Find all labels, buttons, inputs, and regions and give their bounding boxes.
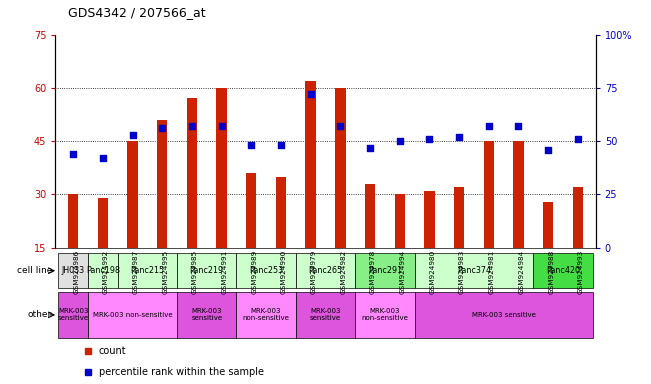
Text: JH033: JH033 — [62, 266, 85, 275]
Point — [246, 142, 256, 149]
Bar — [157, 120, 167, 248]
Bar — [573, 187, 583, 248]
Bar — [177, 292, 236, 338]
Point — [335, 123, 346, 129]
Bar — [454, 187, 464, 248]
Bar — [98, 198, 108, 248]
Bar — [59, 253, 88, 288]
Text: GSM924981: GSM924981 — [489, 250, 495, 294]
Bar — [484, 141, 494, 248]
Text: GSM924988: GSM924988 — [548, 250, 554, 294]
Text: GSM924990: GSM924990 — [281, 250, 287, 294]
Bar — [246, 173, 256, 248]
Text: GSM924991: GSM924991 — [221, 250, 228, 294]
Bar — [355, 292, 415, 338]
Point — [276, 142, 286, 149]
Text: GSM924987: GSM924987 — [133, 250, 139, 294]
Text: GSM924986: GSM924986 — [73, 250, 79, 294]
Bar — [513, 141, 523, 248]
Bar — [415, 292, 592, 338]
Bar — [276, 177, 286, 248]
Text: Panc219: Panc219 — [189, 266, 224, 275]
Point — [157, 125, 167, 131]
Text: MRK-003 non-sensitive: MRK-003 non-sensitive — [92, 312, 173, 318]
Point — [98, 155, 108, 161]
Text: GDS4342 / 207566_at: GDS4342 / 207566_at — [68, 6, 206, 19]
Text: GSM924985: GSM924985 — [192, 250, 198, 294]
Bar — [305, 81, 316, 248]
Text: Panc198: Panc198 — [86, 266, 120, 275]
Point — [216, 123, 227, 129]
Bar — [128, 141, 138, 248]
Text: Panc215: Panc215 — [130, 266, 165, 275]
Bar — [88, 253, 118, 288]
Bar — [216, 88, 227, 248]
Point — [395, 138, 405, 144]
Bar — [236, 292, 296, 338]
Bar — [296, 253, 355, 288]
Bar — [365, 184, 375, 248]
Point — [454, 134, 464, 140]
Text: GSM924978: GSM924978 — [370, 250, 376, 294]
Bar — [296, 292, 355, 338]
Bar — [424, 191, 435, 248]
Bar — [68, 194, 78, 248]
Bar — [355, 253, 415, 288]
Bar — [88, 292, 177, 338]
Point — [187, 123, 197, 129]
Text: MRK-003
non-sensitive: MRK-003 non-sensitive — [361, 308, 408, 321]
Text: GSM924993: GSM924993 — [578, 250, 584, 294]
Text: GSM924992: GSM924992 — [103, 250, 109, 294]
Text: MRK-003
sensitive: MRK-003 sensitive — [57, 308, 89, 321]
Bar — [533, 253, 592, 288]
Text: GSM924982: GSM924982 — [340, 250, 346, 294]
Text: GSM924994: GSM924994 — [400, 250, 406, 294]
Text: GSM924979: GSM924979 — [311, 250, 316, 294]
Text: MRK-003
sensitive: MRK-003 sensitive — [310, 308, 341, 321]
Point — [128, 132, 138, 138]
Point — [365, 144, 375, 151]
Text: Panc265: Panc265 — [309, 266, 342, 275]
Point — [513, 123, 523, 129]
Point — [484, 123, 494, 129]
Point — [573, 136, 583, 142]
Bar — [415, 253, 533, 288]
Text: MRK-003 sensitive: MRK-003 sensitive — [472, 312, 536, 318]
Bar — [118, 253, 177, 288]
Bar — [187, 99, 197, 248]
Text: GSM924984: GSM924984 — [518, 250, 525, 294]
Text: percentile rank within the sample: percentile rank within the sample — [98, 367, 264, 377]
Point — [543, 147, 553, 153]
Text: GSM924983: GSM924983 — [459, 250, 465, 294]
Text: Panc374: Panc374 — [457, 266, 491, 275]
Text: GSM924995: GSM924995 — [162, 250, 168, 294]
Text: Panc420: Panc420 — [546, 266, 580, 275]
Text: GSM924989: GSM924989 — [251, 250, 257, 294]
Bar — [59, 292, 88, 338]
Bar — [177, 253, 236, 288]
Bar — [543, 202, 553, 248]
Text: Panc291: Panc291 — [368, 266, 402, 275]
Text: MRK-003
sensitive: MRK-003 sensitive — [191, 308, 222, 321]
Point — [305, 91, 316, 97]
Text: Panc253: Panc253 — [249, 266, 283, 275]
Bar — [236, 253, 296, 288]
Bar — [395, 194, 405, 248]
Point — [424, 136, 435, 142]
Text: MRK-003
non-sensitive: MRK-003 non-sensitive — [243, 308, 290, 321]
Point — [68, 151, 78, 157]
Text: cell line: cell line — [17, 266, 52, 275]
Text: other: other — [28, 310, 52, 319]
Text: GSM924980: GSM924980 — [430, 250, 436, 294]
Text: count: count — [98, 346, 126, 356]
Bar — [335, 88, 346, 248]
